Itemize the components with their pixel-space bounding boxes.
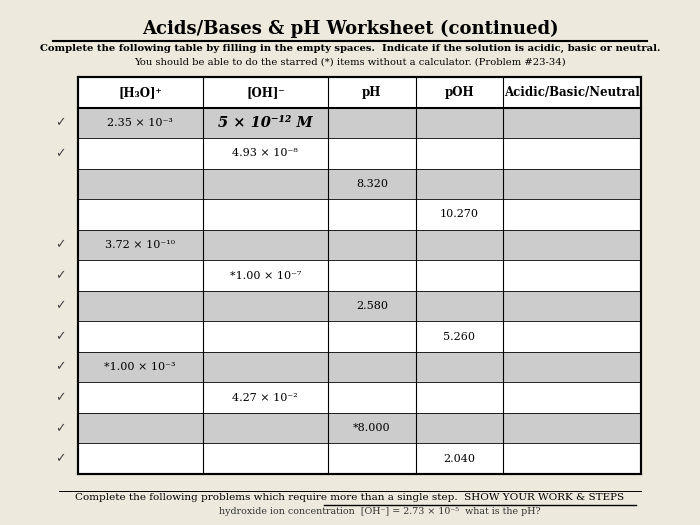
Text: ✓: ✓ [55, 452, 66, 465]
Text: *1.00 × 10⁻³: *1.00 × 10⁻³ [104, 362, 176, 372]
Text: 5 × 10⁻¹² M: 5 × 10⁻¹² M [218, 116, 313, 130]
Text: [H₃O]⁺: [H₃O]⁺ [118, 86, 162, 99]
Text: ✓: ✓ [55, 391, 66, 404]
Text: Complete the following table by filling in the empty spaces.  Indicate if the so: Complete the following table by filling … [40, 44, 660, 53]
Text: 4.27 × 10⁻²: 4.27 × 10⁻² [232, 393, 298, 403]
Text: ✓: ✓ [55, 238, 66, 251]
Text: [OH]⁻: [OH]⁻ [246, 86, 285, 99]
Text: Acidic/Basic/Neutral: Acidic/Basic/Neutral [504, 86, 640, 99]
Bar [78, 413, 641, 444]
Text: 4.93 × 10⁻⁸: 4.93 × 10⁻⁸ [232, 149, 298, 159]
Text: ✓: ✓ [55, 330, 66, 343]
Bar [78, 352, 641, 382]
Text: ✓: ✓ [55, 422, 66, 435]
Text: Complete the following problems which require more than a single step.  SHOW YOU: Complete the following problems which re… [76, 494, 624, 502]
Text: 2.580: 2.580 [356, 301, 388, 311]
Text: Acids/Bases & pH Worksheet (continued): Acids/Bases & pH Worksheet (continued) [141, 19, 559, 38]
Text: You should be able to do the starred (*) items without a calculator. (Problem #2: You should be able to do the starred (*)… [134, 57, 566, 66]
Text: ✓: ✓ [55, 300, 66, 312]
Text: *1.00 × 10⁻⁷: *1.00 × 10⁻⁷ [230, 270, 301, 280]
Bar [78, 108, 641, 138]
Text: 2.35 × 10⁻³: 2.35 × 10⁻³ [107, 118, 173, 128]
Text: 3.72 × 10⁻¹⁰: 3.72 × 10⁻¹⁰ [105, 240, 175, 250]
Text: 10.270: 10.270 [440, 209, 479, 219]
Text: hydroxide ion concentration  [OH⁻] = 2.73 × 10⁻⁵  what is the pH?: hydroxide ion concentration [OH⁻] = 2.73… [159, 507, 541, 516]
Bar [78, 230, 641, 260]
Text: ✓: ✓ [55, 361, 66, 374]
Bar [78, 169, 641, 199]
Text: *8.000: *8.000 [353, 423, 391, 433]
Text: 5.260: 5.260 [444, 332, 475, 342]
Text: ✓: ✓ [55, 147, 66, 160]
Bar [78, 291, 641, 321]
Text: ✓: ✓ [55, 117, 66, 129]
Bar [78, 77, 641, 474]
Text: pOH: pOH [444, 86, 475, 99]
Text: 2.040: 2.040 [444, 454, 475, 464]
Text: ✓: ✓ [55, 269, 66, 282]
Text: 8.320: 8.320 [356, 179, 388, 189]
Text: pH: pH [362, 86, 382, 99]
